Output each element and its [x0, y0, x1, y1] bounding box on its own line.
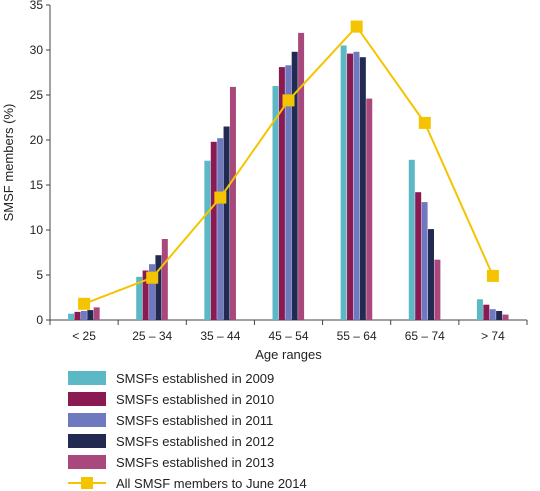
legend-label: SMSFs established in 2010 — [116, 392, 274, 407]
y-axis: 0 5 10 15 20 25 30 35 — [30, 0, 51, 327]
y-tick-label: 20 — [30, 133, 44, 147]
legend-item: SMSFs established in 2012 — [68, 434, 274, 449]
legend-item: SMSFs established in 2013 — [68, 455, 274, 470]
legend-marker — [81, 477, 93, 489]
bar-smsfs-established-in-2012-6 — [496, 311, 503, 320]
x-tick-label: 65 – 74 — [405, 329, 445, 343]
x-axis: < 25 25 – 34 35 – 44 45 – 54 55 – 64 65 – 74 >… — [49, 319, 528, 343]
bar-smsfs-established-in-2013-1 — [161, 239, 168, 320]
x-tick-label: < 25 — [72, 329, 96, 343]
legend: SMSFs established in 2009 SMSFs establish… — [68, 371, 307, 491]
y-tick-label: 35 — [30, 0, 44, 12]
bar-smsfs-established-in-2010-0 — [74, 311, 81, 320]
line-point-2 — [214, 191, 227, 204]
bar-smsfs-established-in-2012-3 — [291, 51, 298, 321]
x-tick-label: 35 – 44 — [200, 329, 240, 343]
legend-label: SMSFs established in 2013 — [116, 455, 274, 470]
bar-smsfs-established-in-2012-2 — [223, 126, 230, 320]
bar-smsfs-established-in-2010-5 — [415, 192, 422, 320]
x-tick-label: > 74 — [481, 329, 505, 343]
bar-smsfs-established-in-2011-6 — [489, 309, 496, 320]
line-point-0 — [78, 297, 91, 310]
bar-smsfs-established-in-2013-6 — [502, 314, 509, 320]
y-tick-label: 15 — [30, 178, 44, 192]
bar-smsfs-established-in-2011-2 — [217, 138, 224, 320]
x-tick-label: 45 – 54 — [268, 329, 308, 343]
bar-smsfs-established-in-2012-4 — [359, 57, 366, 320]
bar-smsfs-established-in-2010-4 — [347, 53, 354, 320]
bar-smsfs-established-in-2011-5 — [421, 202, 428, 320]
x-tick-label: 55 – 64 — [337, 329, 377, 343]
bar-smsfs-established-in-2009-0 — [68, 313, 75, 320]
bar-smsfs-established-in-2010-1 — [142, 270, 149, 320]
bar-smsfs-established-in-2012-1 — [155, 255, 162, 320]
bar-smsfs-established-in-2012-5 — [427, 229, 434, 320]
bar-smsfs-established-in-2011-1 — [149, 264, 156, 320]
y-axis-title: SMSF members (%) — [1, 104, 16, 222]
bar-smsfs-established-in-2009-1 — [136, 276, 143, 320]
y-tick-label: 30 — [30, 43, 44, 57]
bar-smsfs-established-in-2010-6 — [483, 304, 490, 320]
bar-smsfs-established-in-2010-3 — [278, 67, 285, 320]
bar-smsfs-established-in-2010-2 — [210, 141, 217, 320]
bar-smsfs-established-in-2013-2 — [229, 86, 236, 321]
bar-smsfs-established-in-2012-0 — [87, 310, 94, 320]
legend-swatch — [68, 413, 106, 427]
bar-smsfs-established-in-2013-5 — [434, 259, 441, 320]
y-tick-label: 25 — [30, 88, 44, 102]
line-point-6 — [486, 269, 499, 282]
legend-label: SMSFs established in 2009 — [116, 371, 274, 386]
bar-smsfs-established-in-2013-3 — [298, 32, 305, 321]
y-tick-label: 5 — [36, 268, 43, 282]
legend-swatch — [68, 434, 106, 448]
y-tick-label: 0 — [36, 313, 43, 327]
bar-smsfs-established-in-2013-0 — [93, 307, 100, 320]
legend-label: SMSFs established in 2011 — [116, 413, 273, 428]
bar-smsfs-established-in-2011-3 — [285, 65, 292, 320]
bar-smsfs-established-in-2009-6 — [476, 299, 483, 320]
x-axis-title: Age ranges — [255, 347, 322, 362]
bars — [68, 32, 509, 321]
bar-smsfs-established-in-2009-3 — [272, 86, 279, 320]
legend-item: SMSFs established in 2009 — [68, 371, 274, 386]
legend-swatch — [68, 392, 106, 406]
legend-item: SMSFs established in 2010 — [68, 392, 274, 407]
x-tick-label: 25 – 34 — [132, 329, 172, 343]
bar-smsfs-established-in-2009-5 — [408, 159, 415, 320]
legend-label: All SMSF members to June 2014 — [116, 476, 307, 491]
line-point-4 — [350, 20, 363, 33]
y-tick-label: 10 — [30, 223, 44, 237]
legend-item: All SMSF members to June 2014 — [68, 476, 307, 491]
line-point-3 — [282, 94, 295, 107]
legend-swatch — [68, 371, 106, 385]
bar-smsfs-established-in-2011-0 — [80, 311, 87, 320]
line-point-1 — [146, 271, 159, 284]
line-series — [78, 20, 499, 310]
bar-smsfs-established-in-2009-4 — [340, 45, 347, 320]
legend-item: SMSFs established in 2011 — [68, 413, 273, 428]
legend-label: SMSFs established in 2012 — [116, 434, 274, 449]
bar-smsfs-established-in-2013-4 — [366, 98, 373, 320]
bar-smsfs-established-in-2009-2 — [204, 160, 211, 320]
bar-smsfs-established-in-2011-4 — [353, 51, 360, 321]
legend-swatch — [68, 455, 106, 469]
line-point-5 — [418, 116, 431, 129]
